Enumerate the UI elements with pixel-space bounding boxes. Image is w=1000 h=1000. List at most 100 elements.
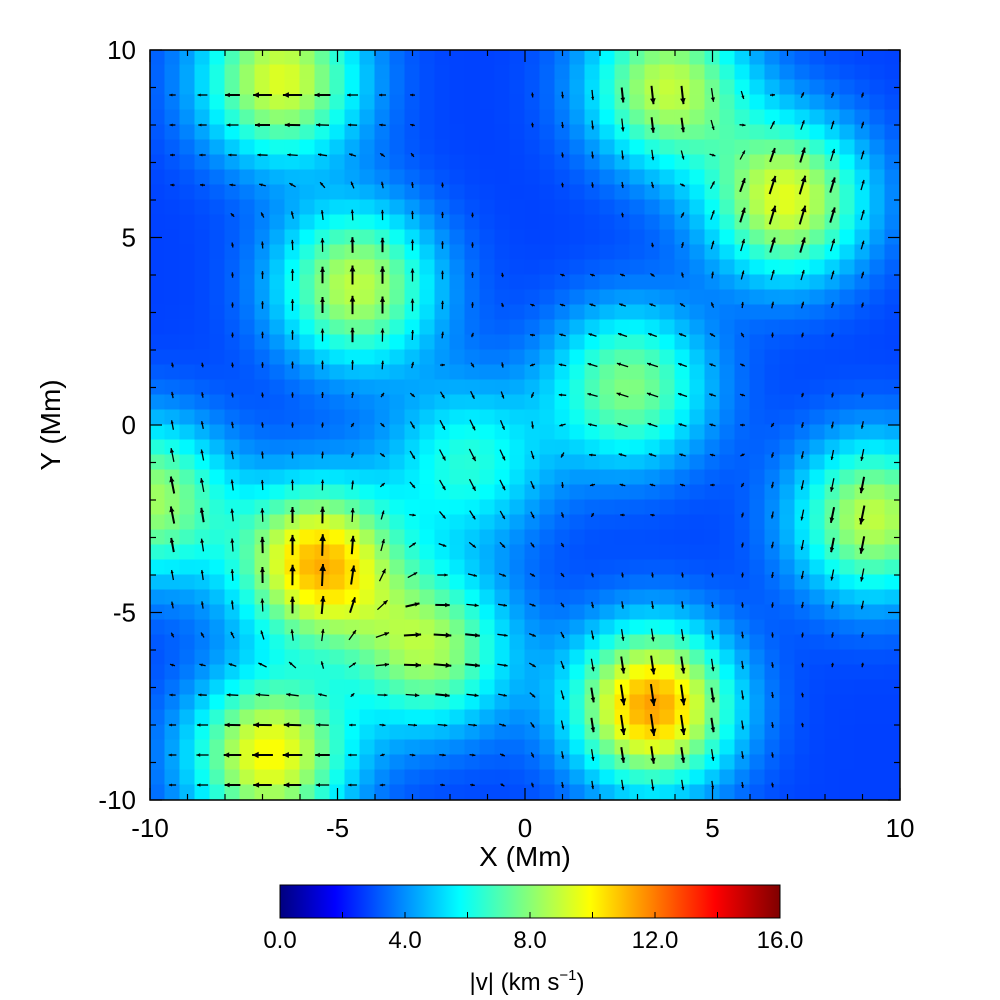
heatmap-cell <box>299 394 316 411</box>
heatmap-cell <box>164 199 181 216</box>
heatmap-cell <box>644 784 661 800</box>
heatmap-cell <box>809 544 826 561</box>
velocity-arrow <box>709 153 716 157</box>
velocity-arrow <box>860 271 865 279</box>
velocity-arrow <box>376 599 389 611</box>
velocity-arrow <box>170 153 175 157</box>
heatmap-cell <box>464 184 481 201</box>
heatmap-cell <box>179 769 196 786</box>
velocity-arrow <box>470 783 475 787</box>
heatmap-cell <box>269 484 286 501</box>
velocity-arrow <box>403 632 422 638</box>
heatmap-cell <box>389 169 406 186</box>
heatmap-cell <box>464 109 481 126</box>
velocity-arrow <box>617 422 628 428</box>
heatmap-cell <box>569 274 586 291</box>
velocity-arrow <box>469 419 476 431</box>
velocity-arrow <box>861 392 865 398</box>
heatmap-cell <box>239 484 256 501</box>
velocity-arrow <box>587 362 598 368</box>
heatmap-cell <box>434 469 451 486</box>
heatmap-cell <box>749 274 766 291</box>
velocity-arrow <box>380 422 385 428</box>
heatmap-cell <box>569 664 586 681</box>
velocity-arrow <box>405 602 420 608</box>
heatmap-cell <box>554 724 571 741</box>
heatmap-cell <box>554 634 571 651</box>
heatmap-cell <box>254 139 271 156</box>
velocity-arrow <box>530 511 535 519</box>
heatmap-cell <box>239 79 256 96</box>
velocity-arrow <box>651 779 655 791</box>
heatmap-cell <box>150 514 166 531</box>
heatmap-cell <box>749 349 766 366</box>
heatmap-cell <box>299 274 316 291</box>
heatmap-cell <box>404 529 421 546</box>
heatmap-cell <box>434 769 451 786</box>
velocity-arrow <box>530 480 535 490</box>
heatmap-cell <box>254 454 271 471</box>
velocity-arrow <box>709 363 716 367</box>
heatmap-cell <box>299 469 316 486</box>
heatmap-cell <box>494 214 511 231</box>
heatmap-cell <box>329 319 346 336</box>
heatmap-cell <box>809 694 826 711</box>
velocity-arrow <box>439 449 446 461</box>
heatmap-cell <box>269 94 286 111</box>
heatmap-cell <box>194 439 211 456</box>
heatmap-cell <box>344 634 361 651</box>
heatmap-cell <box>824 139 841 156</box>
heatmap-cell <box>644 394 661 411</box>
heatmap-cell <box>150 499 166 516</box>
heatmap-cell <box>374 739 391 756</box>
heatmap-cell <box>599 244 616 261</box>
heatmap-cell <box>194 604 211 621</box>
heatmap-cell <box>764 679 781 696</box>
heatmap-cell <box>224 109 241 126</box>
heatmap-cell <box>779 64 796 81</box>
heatmap-cell <box>794 349 811 366</box>
heatmap-cell <box>150 64 166 81</box>
heatmap-cell <box>584 379 601 396</box>
velocity-arrow <box>771 632 774 638</box>
heatmap-cell <box>224 709 241 726</box>
velocity-arrow <box>411 210 414 220</box>
heatmap-cell <box>689 514 706 531</box>
heatmap-cell <box>599 169 616 186</box>
heatmap-cell <box>150 784 166 800</box>
heatmap-cell <box>509 304 526 321</box>
velocity-arrow <box>169 476 176 494</box>
heatmap-cell <box>644 229 661 246</box>
velocity-arrow <box>350 452 355 458</box>
heatmap-cell <box>464 319 481 336</box>
velocity-arrow <box>230 508 235 522</box>
velocity-arrow <box>468 448 477 462</box>
heatmap-cell <box>449 289 466 306</box>
velocity-arrow <box>590 717 596 733</box>
heatmap-cell <box>374 394 391 411</box>
heatmap-cell <box>689 199 706 216</box>
heatmap-cell <box>779 499 796 516</box>
heatmap-cell <box>599 199 616 216</box>
velocity-arrow <box>587 392 598 398</box>
heatmap-cell <box>404 454 421 471</box>
heatmap-cell <box>419 154 436 171</box>
heatmap-cell <box>554 334 571 351</box>
heatmap-cell <box>764 334 781 351</box>
heatmap-cell <box>584 289 601 306</box>
heatmap-cell <box>644 709 661 726</box>
heatmap-cell <box>254 199 271 216</box>
velocity-arrow <box>380 510 385 520</box>
heatmap-cell <box>209 184 226 201</box>
velocity-arrow <box>801 422 804 428</box>
heatmap-cell <box>164 649 181 666</box>
heatmap-cell <box>254 109 271 126</box>
heatmap-cell <box>524 679 541 696</box>
heatmap-cell <box>449 94 466 111</box>
heatmap-cell <box>869 139 886 156</box>
heatmap-cell <box>344 169 361 186</box>
heatmap-cell <box>224 559 241 576</box>
heatmap-cell <box>479 619 496 636</box>
heatmap-cell <box>644 139 661 156</box>
heatmap-cell <box>389 559 406 576</box>
